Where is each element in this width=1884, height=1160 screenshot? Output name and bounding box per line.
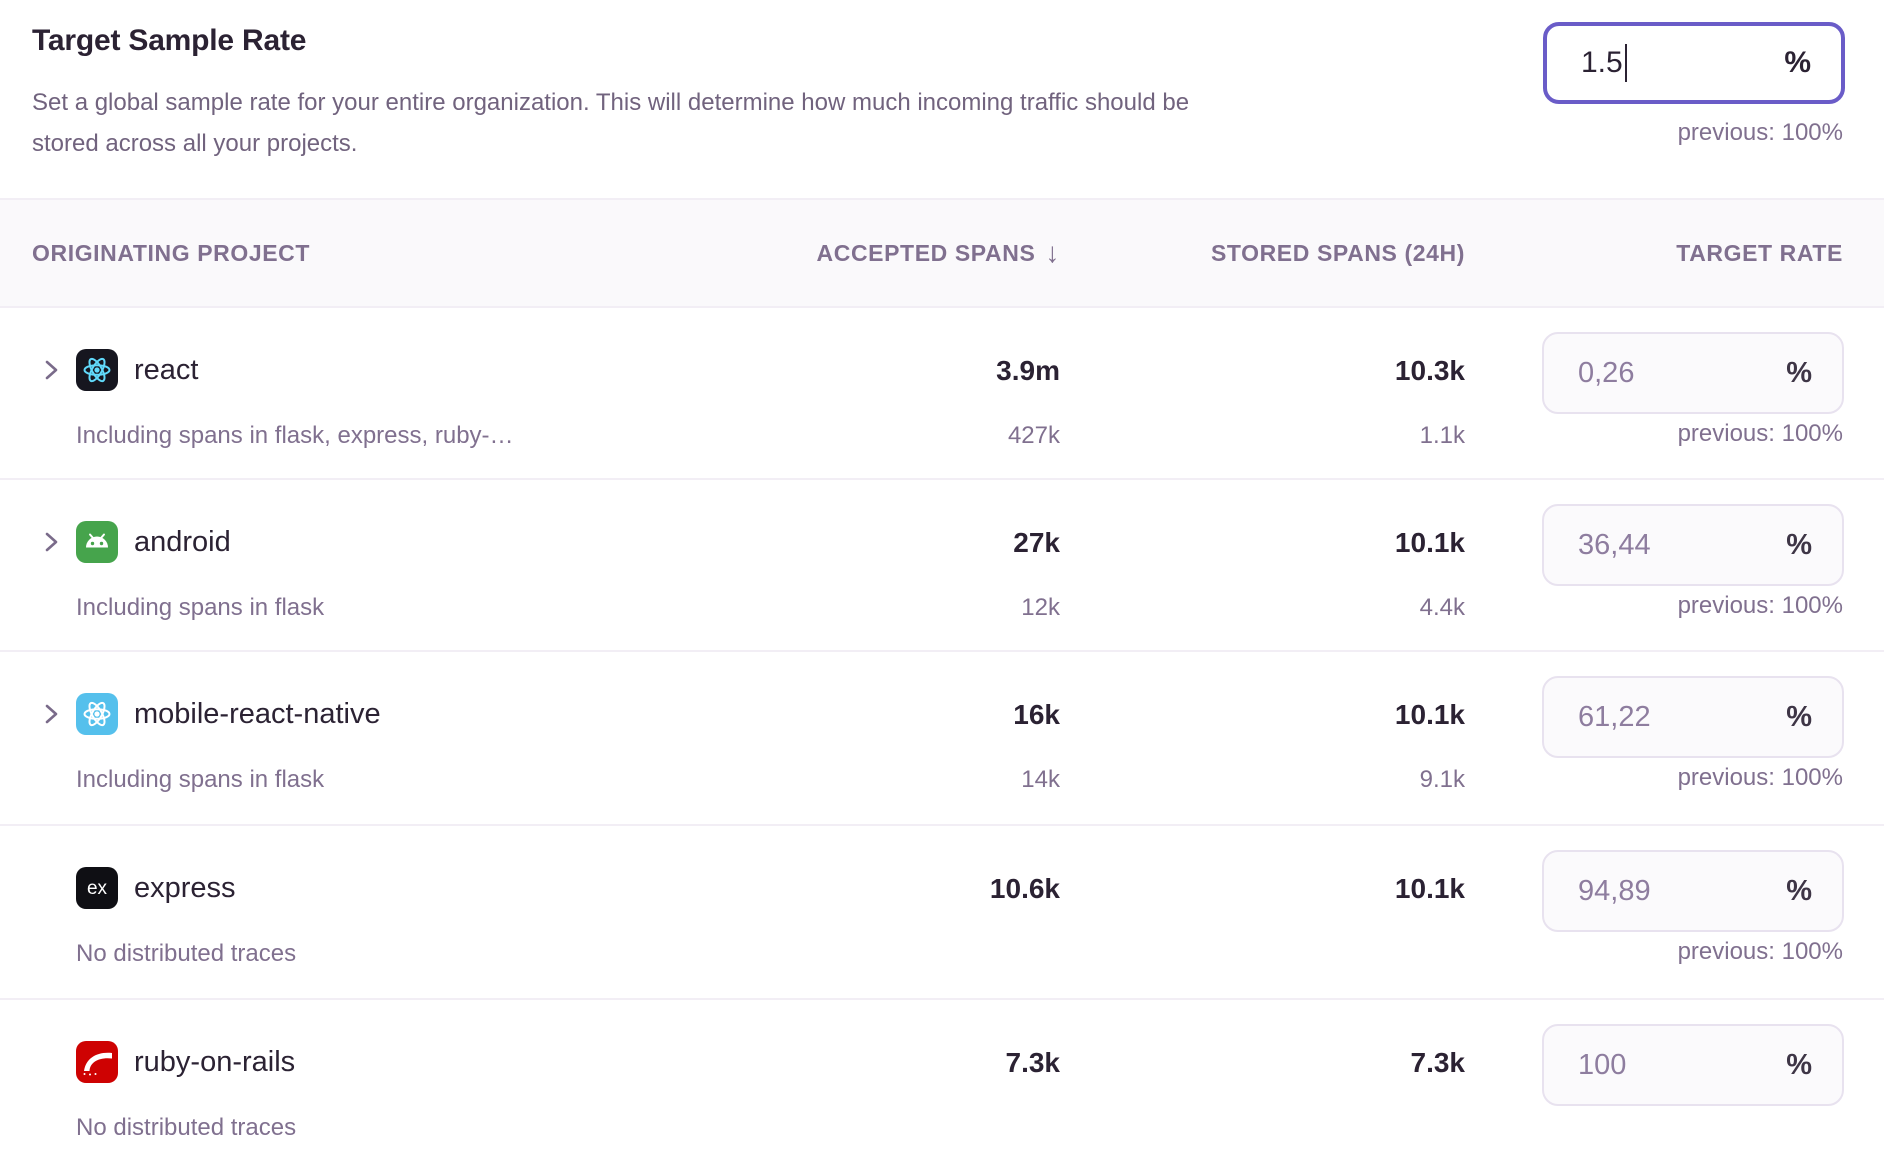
project-name: react [134, 354, 199, 386]
accepted-spans-value: 3.9m [996, 355, 1060, 386]
project-name: android [134, 526, 231, 558]
sub-accepted-spans-value: 427k [1007, 422, 1060, 449]
target-rate-value: 0,26 [1578, 356, 1635, 389]
table-row-android[interactable]: android 27k 10.1k 36,44 % Including span… [0, 478, 1884, 650]
percent-suffix: % [1786, 700, 1812, 733]
column-header-originating-project: ORIGINATING PROJECT [32, 239, 311, 266]
sub-stored-spans-value: 9.1k [1419, 766, 1465, 793]
global-sample-rate-text: 1.5 [1581, 46, 1623, 79]
target-rate-input[interactable]: 61,22 % [1542, 676, 1844, 758]
percent-suffix: % [1784, 46, 1811, 79]
row-subtext: Including spans in flask [76, 766, 325, 793]
stored-spans-value: 10.1k [1394, 527, 1465, 558]
sub-accepted-spans-value: 14k [1021, 766, 1060, 793]
sub-accepted-spans-value: 12k [1021, 594, 1060, 621]
target-rate-input[interactable]: 100 % [1542, 1024, 1844, 1106]
column-header-target-rate: TARGET RATE [1676, 239, 1843, 266]
row-subtext: No distributed traces [76, 1114, 297, 1141]
previous-rate: previous: 100% [1677, 420, 1843, 447]
expand-chevron-icon[interactable] [37, 528, 65, 556]
table-row-ruby-on-rails[interactable]: ruby-on-rails 7.3k 7.3k 100 % No distrib… [0, 998, 1884, 1160]
svg-text:ex: ex [87, 878, 108, 899]
accepted-spans-value: 27k [1013, 527, 1060, 558]
percent-suffix: % [1786, 356, 1812, 389]
stored-spans-value: 7.3k [1410, 1047, 1466, 1078]
accepted-spans-value: 10.6k [989, 873, 1060, 904]
column-header-stored-spans: STORED SPANS (24H) [1210, 239, 1465, 266]
rails-platform-icon [76, 1041, 118, 1083]
sort-descending-icon: ↓ [1045, 237, 1060, 268]
table-row-mobile-react-native[interactable]: mobile-react-native 16k 10.1k 61,22 % In… [0, 650, 1884, 824]
previous-rate: previous: 100% [1677, 764, 1843, 791]
page-description: Set a global sample rate for your entire… [32, 89, 1190, 157]
panel-header: Target Sample Rate Set a global sample r… [0, 0, 1884, 198]
target-rate-input[interactable]: 94,89 % [1542, 850, 1844, 932]
table-row-express[interactable]: ex express 10.6k 10.1k 94,89 % No distri… [0, 824, 1884, 998]
previous-rate: previous: 100% [1677, 592, 1843, 619]
sub-stored-spans-value: 1.1k [1419, 422, 1465, 449]
row-subtext: Including spans in flask [76, 594, 325, 621]
global-sample-rate-input[interactable]: 1.5 % [1543, 22, 1845, 104]
project-name: mobile-react-native [134, 698, 381, 730]
accepted-spans-value: 16k [1013, 699, 1060, 730]
percent-suffix: % [1786, 1048, 1812, 1081]
table-header: ORIGINATING PROJECT ACCEPTED SPANS ↓ STO… [0, 198, 1884, 308]
stored-spans-value: 10.1k [1394, 873, 1465, 904]
global-previous-rate: previous: 100% [1677, 119, 1843, 146]
row-subtext: No distributed traces [76, 940, 297, 967]
accepted-spans-value: 7.3k [1005, 1047, 1061, 1078]
project-name: ruby-on-rails [134, 1046, 296, 1078]
accepted-spans-label: ACCEPTED SPANS [816, 239, 1036, 266]
android-platform-icon [76, 521, 118, 563]
text-caret [1624, 44, 1627, 82]
expand-chevron-icon[interactable] [37, 700, 65, 728]
percent-suffix: % [1786, 874, 1812, 907]
previous-rate: previous: 100% [1677, 938, 1843, 965]
table-row-react[interactable]: react 3.9m 10.3k 0,26 % Including spans … [0, 308, 1884, 478]
stored-spans-value: 10.3k [1394, 355, 1465, 386]
react-native-platform-icon [76, 693, 118, 735]
target-rate-input[interactable]: 36,44 % [1542, 504, 1844, 586]
column-header-accepted-spans[interactable]: ACCEPTED SPANS ↓ [817, 200, 1060, 306]
target-rate-value: 36,44 [1578, 528, 1651, 561]
expand-chevron-icon[interactable] [37, 356, 65, 384]
target-rate-input[interactable]: 0,26 % [1542, 332, 1844, 414]
react-platform-icon [76, 349, 118, 391]
stored-spans-value: 10.1k [1394, 699, 1465, 730]
project-name: express [134, 872, 236, 904]
row-subtext: Including spans in flask, express, ruby-… [76, 422, 514, 449]
express-platform-icon: ex [76, 867, 118, 909]
percent-suffix: % [1786, 528, 1812, 561]
target-rate-value: 61,22 [1578, 700, 1651, 733]
sub-stored-spans-value: 4.4k [1419, 594, 1465, 621]
page-title: Target Sample Rate [32, 24, 307, 57]
target-rate-value: 94,89 [1578, 874, 1651, 907]
target-rate-value: 100 [1578, 1048, 1627, 1081]
global-sample-rate-value: 1.5 [1581, 44, 1627, 82]
